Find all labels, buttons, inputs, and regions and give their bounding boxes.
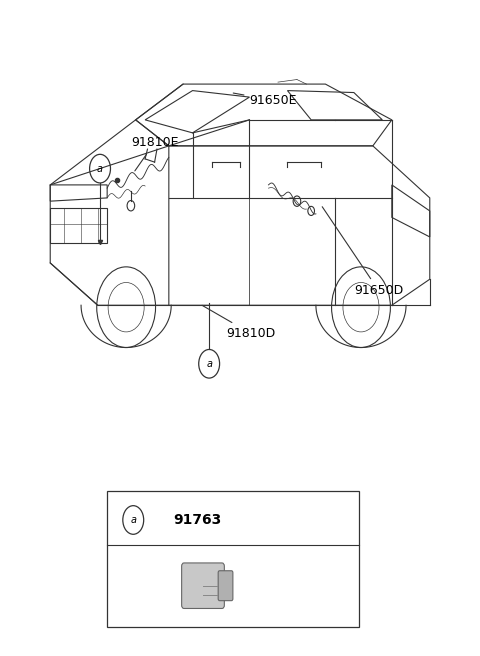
Text: 91810E: 91810E <box>131 136 179 171</box>
FancyBboxPatch shape <box>218 571 233 601</box>
FancyBboxPatch shape <box>181 563 224 609</box>
FancyBboxPatch shape <box>107 491 359 627</box>
Text: a: a <box>97 163 103 174</box>
Text: 91650D: 91650D <box>322 207 403 297</box>
Text: 91650E: 91650E <box>233 93 297 107</box>
Text: 91763: 91763 <box>174 513 222 527</box>
Text: a: a <box>206 359 212 369</box>
Text: a: a <box>130 515 136 525</box>
Text: 91810D: 91810D <box>202 305 275 340</box>
